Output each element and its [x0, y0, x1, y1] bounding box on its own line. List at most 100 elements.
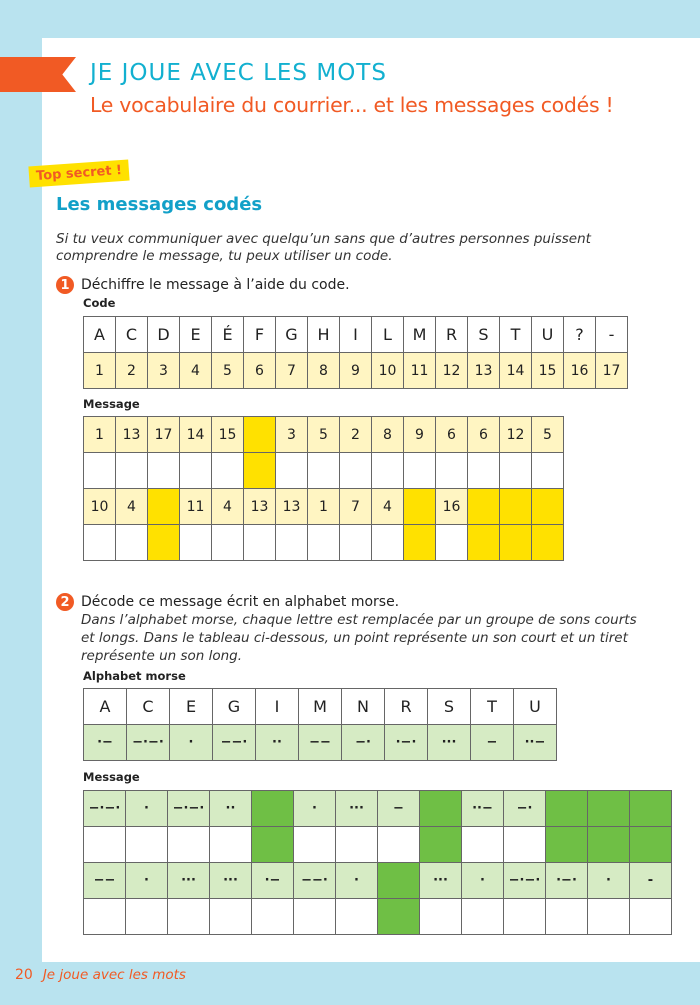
answer-cell[interactable]	[293, 898, 336, 935]
coded-morse: ···	[167, 862, 210, 899]
filled-cell	[587, 790, 630, 827]
answer-cell[interactable]	[211, 452, 244, 489]
answer-cell[interactable]	[307, 452, 340, 489]
answer-cell[interactable]	[371, 452, 404, 489]
answer-cell[interactable]	[339, 524, 372, 561]
answer-cell[interactable]	[209, 826, 252, 863]
answer-cell[interactable]	[179, 452, 212, 489]
coded-morse: ·	[125, 790, 168, 827]
exercise-1: 1 Déchiffre le message à l’aide du code.	[56, 276, 350, 294]
answer-cell[interactable]	[167, 898, 210, 935]
filled-cell[interactable]	[629, 826, 672, 863]
coded-number: 11	[179, 488, 212, 525]
answer-cell[interactable]	[167, 826, 210, 863]
answer-cell[interactable]	[531, 452, 564, 489]
answer-cell[interactable]	[211, 524, 244, 561]
coded-number: 4	[211, 488, 244, 525]
answer-cell[interactable]	[307, 524, 340, 561]
answer-cell[interactable]	[461, 898, 504, 935]
filled-cell[interactable]	[403, 524, 436, 561]
answer-cell[interactable]	[377, 826, 420, 863]
answer-cell[interactable]	[293, 826, 336, 863]
coded-number: 8	[371, 416, 404, 453]
answer-cell[interactable]	[545, 898, 588, 935]
code-number: 5	[211, 352, 244, 389]
filled-cell	[147, 488, 180, 525]
answer-cell[interactable]	[403, 452, 436, 489]
answer-cell[interactable]	[419, 898, 462, 935]
alphabet-label: Alphabet morse	[83, 669, 186, 683]
code-number: 3	[147, 352, 180, 389]
answer-cell[interactable]	[371, 524, 404, 561]
filled-cell	[419, 790, 462, 827]
answer-cell[interactable]	[115, 452, 148, 489]
filled-cell[interactable]	[545, 826, 588, 863]
answer-cell[interactable]	[115, 524, 148, 561]
answer-cell[interactable]	[503, 898, 546, 935]
filled-cell[interactable]	[147, 524, 180, 561]
coded-morse: ···	[335, 790, 378, 827]
answer-cell[interactable]	[243, 524, 276, 561]
filled-cell[interactable]	[377, 898, 420, 935]
intro-text: Si tu veux communiquer avec quelqu’un sa…	[56, 231, 591, 264]
coded-morse: ··−	[461, 790, 504, 827]
answer-cell[interactable]	[83, 524, 116, 561]
answer-cell[interactable]	[275, 452, 308, 489]
answer-cell[interactable]	[503, 826, 546, 863]
answer-cell[interactable]	[461, 826, 504, 863]
answer-cell[interactable]	[125, 898, 168, 935]
answer-cell[interactable]	[335, 898, 378, 935]
answer-cell[interactable]	[435, 524, 468, 561]
coded-number: 2	[339, 416, 372, 453]
filled-cell[interactable]	[243, 452, 276, 489]
coded-number: 5	[307, 416, 340, 453]
answer-cell[interactable]	[499, 452, 532, 489]
answer-cell[interactable]	[83, 898, 126, 935]
filled-cell	[251, 790, 294, 827]
exercise-instruction: Déchiffre le message à l’aide du code.	[81, 277, 350, 293]
answer-cell[interactable]	[339, 452, 372, 489]
coded-number: 16	[435, 488, 468, 525]
answer-cell[interactable]	[147, 452, 180, 489]
exercise-number: 2	[56, 593, 74, 611]
page-subtitle: Le vocabulaire du courrier... et les mes…	[90, 93, 614, 117]
filled-cell	[403, 488, 436, 525]
coded-morse: ·	[335, 862, 378, 899]
answer-cell[interactable]	[275, 524, 308, 561]
morse-letter: N	[341, 688, 385, 725]
filled-cell[interactable]	[251, 826, 294, 863]
answer-cell[interactable]	[209, 898, 252, 935]
filled-cell[interactable]	[587, 826, 630, 863]
code-letter: L	[371, 316, 404, 353]
coded-number: 17	[147, 416, 180, 453]
morse-alphabet-table: A C E G I M N R S T U ·− −·−· · −−· ·· −− −· ·−· ··· − ··−	[83, 688, 557, 761]
filled-cell[interactable]	[419, 826, 462, 863]
code-number: 12	[435, 352, 468, 389]
message-table-2: −·−· · −·−· ·· · ··· − ··− −· −− · ··· ··· ·− −−· · ··· ·…	[83, 790, 672, 935]
morse-letter: U	[513, 688, 557, 725]
answer-cell[interactable]	[83, 452, 116, 489]
code-number: 14	[499, 352, 532, 389]
code-letter: T	[499, 316, 532, 353]
answer-cell[interactable]	[587, 898, 630, 935]
answer-cell[interactable]	[179, 524, 212, 561]
answer-cell[interactable]	[335, 826, 378, 863]
answer-cell[interactable]	[629, 898, 672, 935]
filled-cell[interactable]	[467, 524, 500, 561]
section-title: Les messages codés	[56, 194, 263, 215]
filled-cell[interactable]	[531, 524, 564, 561]
coded-number: 14	[179, 416, 212, 453]
answer-cell[interactable]	[467, 452, 500, 489]
answer-cell[interactable]	[251, 898, 294, 935]
coded-number: 1	[307, 488, 340, 525]
code-letter: M	[403, 316, 436, 353]
morse-letter: G	[212, 688, 256, 725]
morse-letter: C	[126, 688, 170, 725]
coded-number: 4	[371, 488, 404, 525]
filled-cell	[499, 488, 532, 525]
message-label: Message	[83, 397, 140, 411]
answer-cell[interactable]	[435, 452, 468, 489]
filled-cell[interactable]	[499, 524, 532, 561]
answer-cell[interactable]	[125, 826, 168, 863]
answer-cell[interactable]	[83, 826, 126, 863]
